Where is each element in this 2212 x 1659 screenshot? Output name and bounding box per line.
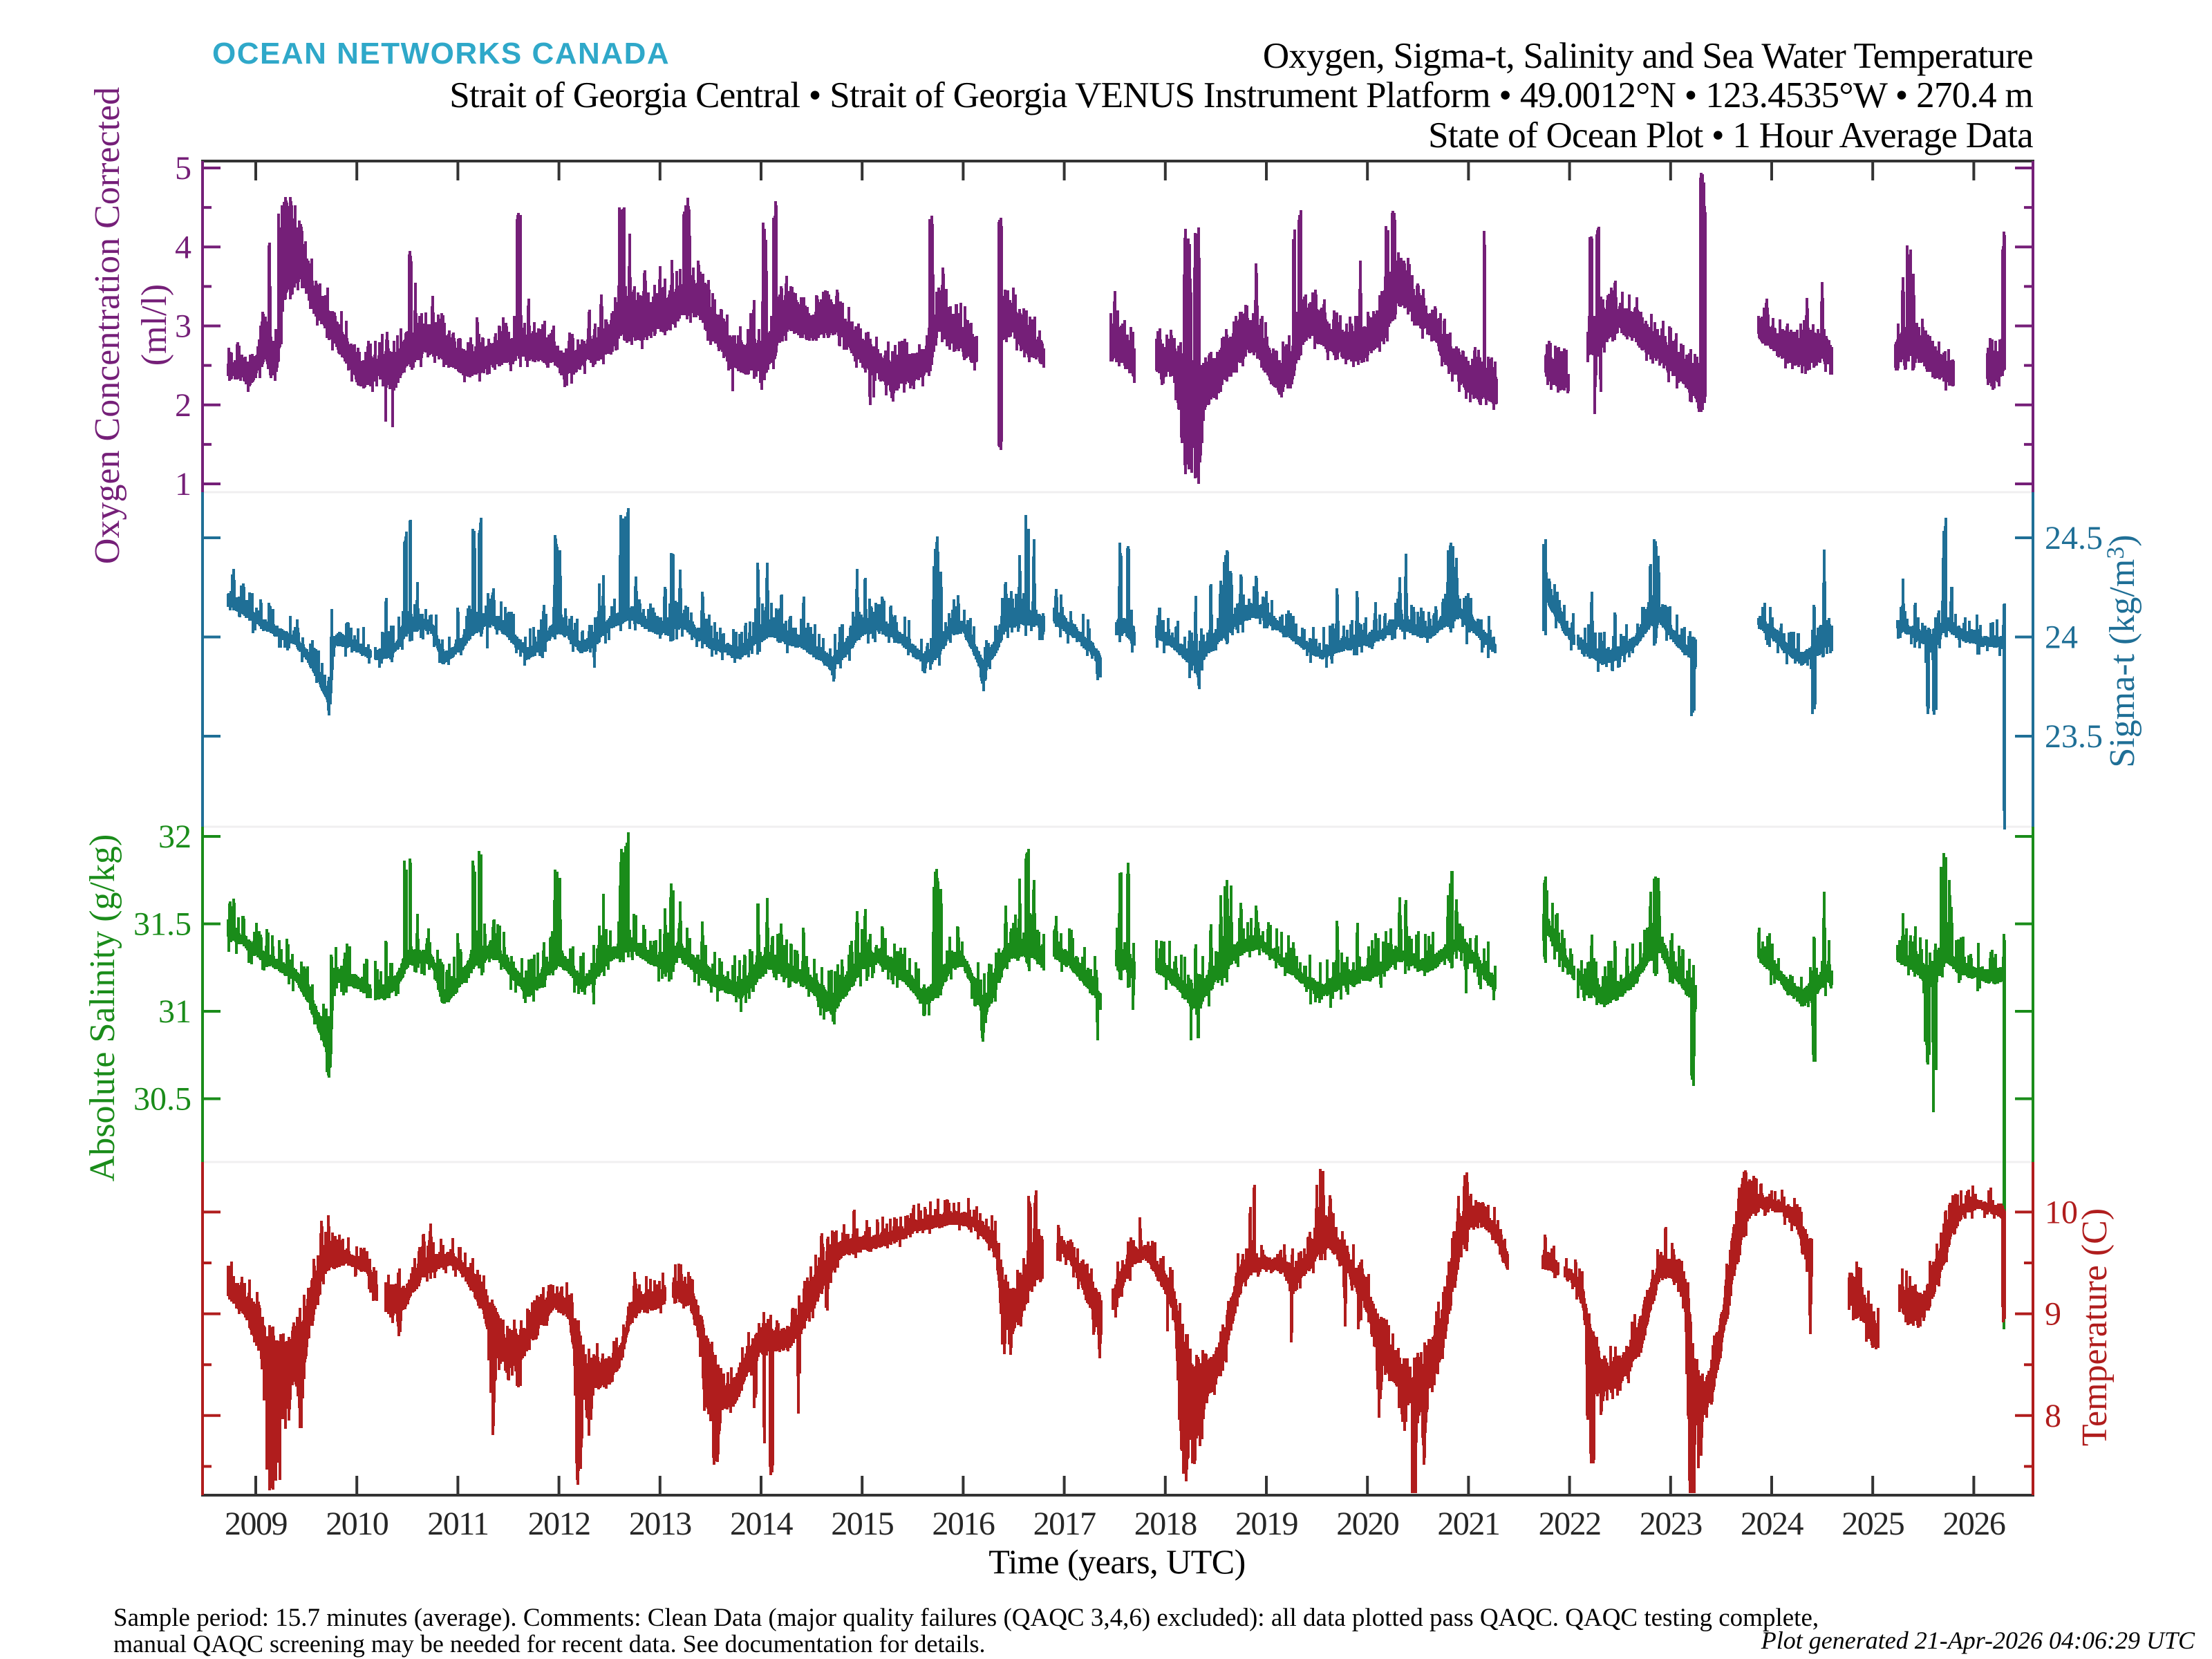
svg-text:2012: 2012: [528, 1506, 590, 1542]
svg-text:2019: 2019: [1235, 1506, 1298, 1542]
svg-text:2015: 2015: [831, 1506, 894, 1542]
svg-text:24: 24: [2045, 619, 2078, 656]
svg-text:2017: 2017: [1033, 1506, 1096, 1542]
svg-text:30.5: 30.5: [133, 1081, 191, 1118]
svg-text:2013: 2013: [629, 1506, 692, 1542]
svg-text:Oxygen Concentration Corrected: Oxygen Concentration Corrected: [88, 87, 127, 564]
svg-text:2018: 2018: [1134, 1506, 1197, 1542]
svg-text:Sigma-t (kg/m3): Sigma-t (kg/m3): [2101, 534, 2142, 767]
svg-text:(ml/l): (ml/l): [135, 284, 174, 366]
svg-text:State of Ocean Plot • 1 Hour A: State of Ocean Plot • 1 Hour Average Dat…: [1428, 115, 2033, 156]
svg-text:2024: 2024: [1741, 1506, 1804, 1542]
svg-text:10: 10: [2045, 1194, 2078, 1230]
svg-text:2011: 2011: [427, 1506, 488, 1542]
svg-text:Absolute Salinity (g/kg): Absolute Salinity (g/kg): [83, 834, 122, 1182]
svg-text:Sample period: 15.7 minutes (a: Sample period: 15.7 minutes (average). C…: [113, 1604, 1819, 1632]
svg-text:5: 5: [175, 150, 191, 187]
svg-text:2026: 2026: [1942, 1506, 2005, 1542]
svg-text:Temperature (C): Temperature (C): [2075, 1208, 2115, 1446]
svg-text:2016: 2016: [932, 1506, 995, 1542]
svg-text:2009: 2009: [225, 1506, 288, 1542]
svg-text:31: 31: [158, 993, 191, 1030]
svg-text:OCEAN NETWORKS CANADA: OCEAN NETWORKS CANADA: [212, 37, 670, 71]
svg-text:4: 4: [175, 229, 191, 265]
svg-text:Oxygen, Sigma-t, Salinity and: Oxygen, Sigma-t, Salinity and Sea Water …: [1263, 36, 2033, 76]
svg-text:2010: 2010: [326, 1506, 388, 1542]
svg-text:1: 1: [175, 466, 191, 503]
svg-text:2020: 2020: [1336, 1506, 1399, 1542]
svg-text:2022: 2022: [1539, 1506, 1601, 1542]
svg-text:2025: 2025: [1841, 1506, 1904, 1542]
svg-text:9: 9: [2045, 1296, 2061, 1333]
svg-text:8: 8: [2045, 1398, 2061, 1434]
svg-text:2014: 2014: [730, 1506, 794, 1542]
svg-text:24.5: 24.5: [2045, 520, 2103, 556]
svg-text:2023: 2023: [1640, 1506, 1703, 1542]
svg-text:23.5: 23.5: [2045, 718, 2103, 755]
svg-text:Strait of Georgia Central • St: Strait of Georgia Central • Strait of Ge…: [449, 75, 2033, 115]
svg-text:Time (years, UTC): Time (years, UTC): [988, 1542, 1246, 1581]
svg-text:2021: 2021: [1437, 1506, 1499, 1542]
svg-text:32: 32: [158, 818, 191, 855]
svg-text:31.5: 31.5: [133, 906, 191, 943]
svg-text:Plot generated 21-Apr-2026 04:: Plot generated 21-Apr-2026 04:06:29 UTC: [1761, 1627, 2195, 1654]
svg-text:2: 2: [175, 387, 191, 424]
svg-text:3: 3: [175, 308, 191, 345]
svg-text:manual QAQC screening may be n: manual QAQC screening may be needed for …: [113, 1630, 986, 1658]
